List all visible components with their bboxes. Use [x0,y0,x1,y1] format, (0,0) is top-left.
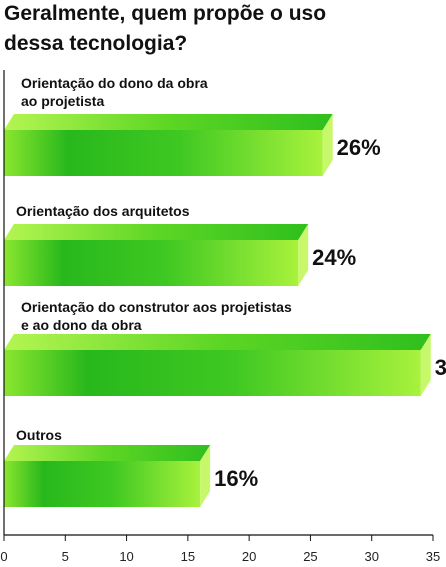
bar-4-front-face [4,461,201,507]
category-label-1-line-1: Orientação do dono da obra [21,75,208,91]
bar-4-top-face [4,445,211,461]
x-tick-label-30: 30 [364,549,378,564]
category-label-3-line-1: Orientação do construtor aos projetistas [21,299,292,315]
bar-1-top-face [4,114,333,130]
bar-2-side-face [298,224,309,286]
x-axis-ticks: 0 5 10 15 20 25 30 35 [0,535,440,564]
axes: 0 5 10 15 20 25 30 35 [0,70,440,564]
value-label-2: 24% [312,245,356,270]
category-label-1-line-2: ao projetista [21,93,104,109]
bar-4-side-face [200,445,211,507]
x-tick-label-35: 35 [426,549,440,564]
category-label-2-line-1: Orientação dos arquitetos [16,203,190,219]
bar-1-front-face [4,130,323,176]
x-tick-label-15: 15 [181,549,195,564]
x-tick-label-0: 0 [0,549,7,564]
value-labels: 26% 24% 34% 16% [214,135,446,491]
x-tick-label-25: 25 [303,549,317,564]
x-tick-label-5: 5 [62,549,69,564]
bar-4 [4,445,211,507]
chart-title-line-1: Geralmente, quem propõe o uso [4,2,326,25]
category-label-3-line-2: e ao dono da obra [21,317,142,333]
category-labels: Orientação do dono da obra ao projetista O… [16,75,292,443]
bar-3-side-face [420,334,431,396]
value-label-3: 34% [435,355,446,380]
bar-3 [4,334,431,396]
bar-2-front-face [4,240,299,286]
bar-3-front-face [4,350,421,396]
value-label-4: 16% [214,466,258,491]
bars-group [4,114,431,507]
bar-2-top-face [4,224,309,240]
chart-title-line-2: dessa tecnologia? [4,32,187,55]
x-tick-label-10: 10 [119,549,133,564]
bar-3-top-face [4,334,431,350]
chart-title: Geralmente, quem propõe o uso dessa tecn… [4,2,326,55]
value-label-1: 26% [337,135,381,160]
category-label-4-line-1: Outros [16,427,62,443]
x-tick-label-20: 20 [242,549,256,564]
bar-1-side-face [322,114,333,176]
bar-2 [4,224,309,286]
bar-1 [4,114,333,176]
